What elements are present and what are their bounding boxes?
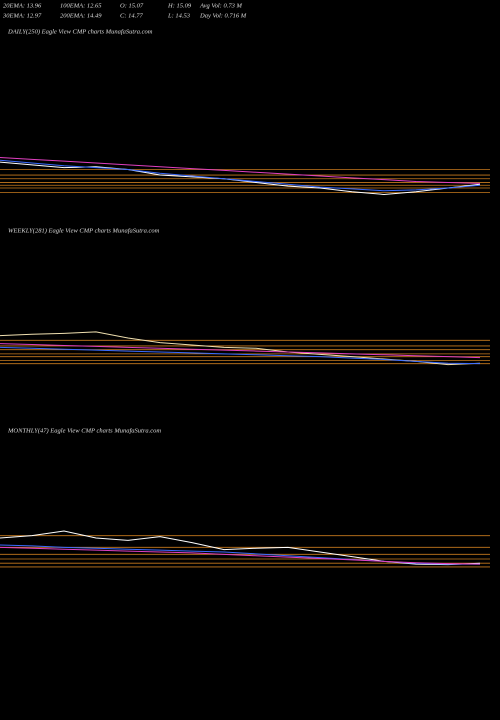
header-stat: 30EMA: 12.97 xyxy=(2,12,42,19)
header-stat: H: 15.09 xyxy=(167,2,192,9)
header-stat: O: 15.07 xyxy=(120,2,144,9)
series-line xyxy=(0,343,481,359)
series-line xyxy=(0,331,481,366)
header-stat: 200EMA: 14.49 xyxy=(60,12,102,19)
panel-title: DAILY(250) Eagle View CMP charts MunafaS… xyxy=(7,28,153,35)
series-line xyxy=(0,346,481,365)
header-stat: L: 14.53 xyxy=(167,12,191,19)
series-line xyxy=(0,159,481,192)
series-line xyxy=(0,546,481,565)
header-stat: Day Vol: 0.716 M xyxy=(199,12,247,19)
header-stat: Avg Vol: 0.73 M xyxy=(199,2,242,9)
series-line xyxy=(0,156,481,184)
panel-title: WEEKLY(281) Eagle View CMP charts Munafa… xyxy=(8,227,160,234)
header-stat: C: 14.77 xyxy=(120,12,144,19)
header-stat: 100EMA: 12.65 xyxy=(60,2,102,9)
panel-title: MONTHLY(47) Eagle View CMP charts Munafa… xyxy=(7,427,161,434)
header-stat: 20EMA: 13.96 xyxy=(3,2,42,9)
